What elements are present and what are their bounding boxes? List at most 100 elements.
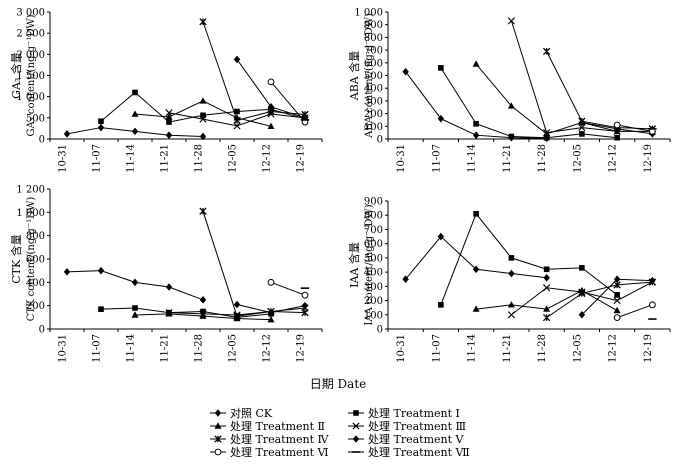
ctk-point-CK bbox=[63, 268, 71, 276]
ctk-y-title-cn: CTK 含量 bbox=[9, 234, 23, 283]
iaa-point-V bbox=[649, 276, 656, 285]
iaa-point-CK bbox=[402, 275, 409, 284]
ga3-y-tick-label: 1 500 bbox=[16, 71, 45, 82]
ctk-x-tick-label: 11-07 bbox=[92, 334, 103, 363]
aba-point-II bbox=[507, 102, 515, 109]
legend-label: 处理 Treatment Ⅰ bbox=[368, 407, 460, 420]
ctk-point-III bbox=[199, 310, 207, 318]
ctk-point-VI bbox=[267, 278, 275, 286]
ga3-point-VI bbox=[267, 78, 275, 86]
ga3-point-I bbox=[166, 119, 172, 125]
aba-point-I bbox=[438, 65, 444, 71]
legend-item-2: 处理 Treatment Ⅰ bbox=[348, 407, 460, 420]
iaa-y-tick-label: 200 bbox=[364, 296, 383, 307]
x-axis-title: 日期 Date bbox=[310, 377, 367, 391]
iaa-series-I bbox=[438, 211, 620, 308]
ga3-point-I bbox=[200, 112, 206, 119]
iaa-y-tick-label: 400 bbox=[364, 268, 383, 279]
iaa-x-tick-label: 11-07 bbox=[431, 334, 442, 363]
ctk-point-V bbox=[267, 308, 275, 317]
iaa-series-CK bbox=[402, 232, 550, 284]
ga3-y-title: GA₃ content/(ng·g⁻¹DW) bbox=[26, 14, 37, 136]
aba-x-tick-label: 12-19 bbox=[643, 144, 654, 173]
ctk-point-II bbox=[131, 311, 139, 318]
iaa-x-tick-label: 11-28 bbox=[537, 334, 548, 363]
ctk-point-CK bbox=[165, 283, 173, 291]
ga3-point-V bbox=[267, 103, 275, 111]
aba-y-title-cn: ABA 含量 bbox=[347, 51, 361, 101]
ctk-line-VI bbox=[270, 281, 306, 296]
iaa-point-II bbox=[507, 301, 515, 308]
ctk-point-V bbox=[233, 300, 241, 309]
legend-item-1: 对照 CK bbox=[210, 406, 273, 420]
ctk-series-V bbox=[233, 300, 309, 317]
ctk-series-VI bbox=[267, 278, 309, 299]
aba-x-tick-label: 10-31 bbox=[396, 144, 407, 173]
ctk-x-tick-label: 12-19 bbox=[296, 334, 307, 363]
ga3-point-IV bbox=[199, 18, 207, 26]
ga3-point-I bbox=[98, 118, 104, 125]
ctk-point-I bbox=[200, 308, 206, 315]
aba-point-VI bbox=[613, 121, 621, 129]
panel-ctk: 0 200 400 600 800 1 000 1 200 10-31 11-07 11-14 11… bbox=[9, 185, 323, 363]
iaa-x-tick-label: 11-21 bbox=[502, 334, 513, 363]
iaa-point-VI bbox=[613, 314, 621, 322]
ctk-point-I bbox=[98, 306, 104, 312]
legend-label: 处理 Treatment Ⅴ bbox=[368, 433, 465, 446]
aba-line-I bbox=[440, 67, 618, 139]
legend-marker bbox=[352, 435, 360, 443]
ga3-x-tick-label: 11-21 bbox=[160, 144, 171, 173]
ga3-x-tick-label: 10-31 bbox=[58, 144, 69, 173]
legend-marker bbox=[214, 422, 222, 429]
aba-point-CK bbox=[472, 131, 480, 139]
ctk-line-I bbox=[100, 307, 272, 318]
iaa-y-tick-label: 900 bbox=[364, 197, 383, 208]
aba-point-I bbox=[508, 133, 515, 140]
ga3-point-IV bbox=[233, 116, 241, 125]
ga3-x-tick-label: 11-28 bbox=[194, 144, 205, 173]
ctk-point-II bbox=[267, 315, 275, 323]
iaa-point-CK bbox=[472, 265, 480, 274]
ga3-point-CK bbox=[97, 123, 105, 132]
legend-label: 处理 Treatment Ⅶ bbox=[368, 446, 470, 459]
iaa-point-II bbox=[613, 306, 621, 314]
ctk-point-VI bbox=[301, 291, 309, 299]
ga3-series-VI bbox=[267, 78, 309, 126]
ga3-x-tick-label: 11-14 bbox=[126, 144, 137, 173]
iaa-x-tick-label: 10-31 bbox=[396, 334, 407, 363]
aba-y-title: ABA content/(ng·g⁻¹DW) bbox=[364, 13, 375, 139]
aba-line-III bbox=[510, 20, 653, 134]
iaa-y-tick-label: 600 bbox=[364, 239, 383, 250]
ctk-y-tick-label: 600 bbox=[26, 255, 45, 266]
iaa-point-CK bbox=[543, 274, 550, 282]
iaa-point-I bbox=[579, 265, 585, 271]
ga3-y-tick-label: 2 000 bbox=[16, 50, 45, 61]
iaa-x-tick-label: 12-12 bbox=[608, 334, 619, 363]
ctk-point-II bbox=[199, 312, 207, 319]
iaa-line-I bbox=[440, 212, 618, 306]
ga3-point-CK bbox=[165, 131, 173, 139]
aba-x-tick-label: 11-21 bbox=[502, 144, 513, 173]
aba-y-tick-label: 100 bbox=[364, 122, 383, 133]
iaa-point-CK bbox=[508, 269, 515, 278]
aba-point-CK bbox=[402, 67, 409, 76]
iaa-point-V bbox=[613, 275, 621, 284]
legend-marker bbox=[214, 448, 222, 456]
aba-y-tick-label: 700 bbox=[364, 46, 383, 57]
ctk-y-tick-label: 800 bbox=[26, 231, 45, 242]
aba-point-V bbox=[578, 118, 586, 127]
ga3-point-CK bbox=[199, 132, 207, 141]
ctk-series-IV bbox=[199, 207, 309, 320]
iaa-point-IV bbox=[578, 289, 586, 298]
ctk-point-III bbox=[165, 309, 173, 317]
ctk-y-tick-label: 400 bbox=[26, 278, 45, 289]
aba-y-tick-label: 900 bbox=[364, 20, 383, 31]
ga3-x-tick-label: 12-19 bbox=[296, 144, 307, 173]
iaa-point-VI bbox=[648, 301, 656, 309]
ga3-y-tick-label: 3 000 bbox=[16, 8, 45, 19]
aba-x-tick-label: 11-28 bbox=[537, 144, 548, 173]
aba-x-tick-label: 11-07 bbox=[431, 144, 442, 173]
ga3-point-I bbox=[132, 89, 138, 96]
aba-x-tick-label: 11-14 bbox=[467, 144, 478, 173]
aba-x-tick-label: 12-12 bbox=[608, 144, 619, 173]
